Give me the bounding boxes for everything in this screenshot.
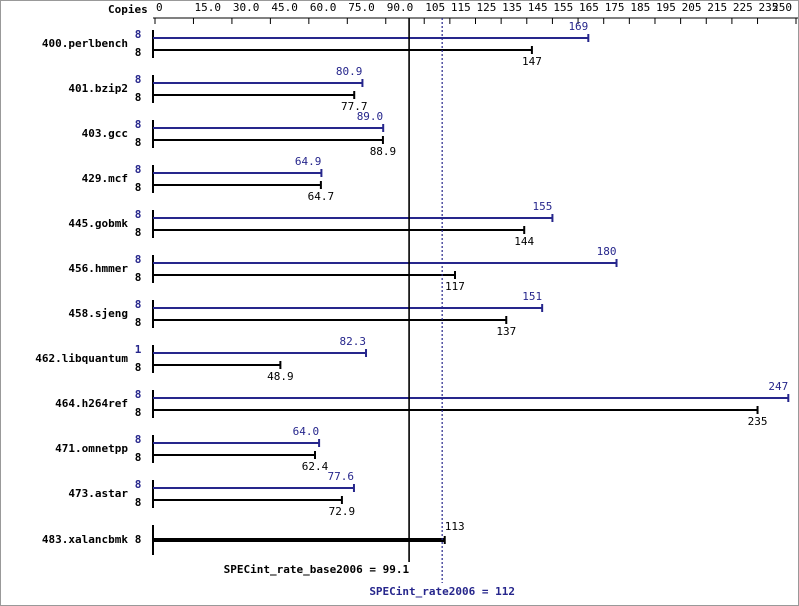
value-label: 137 (496, 325, 516, 338)
copies-label: 8 (135, 316, 142, 329)
x-tick-label: 105 (425, 1, 445, 14)
reference-label: SPECint_rate2006 = 112 (369, 585, 515, 598)
x-tick-label: 175 (605, 1, 625, 14)
category-label: 403.gcc (82, 127, 128, 140)
value-label: 155 (533, 200, 553, 213)
value-label: 72.9 (329, 505, 356, 518)
category-label: 483.xalancbmk (42, 533, 128, 546)
x-tick-label: 225 (733, 1, 753, 14)
category-label: 458.sjeng (68, 307, 128, 320)
copies-label: 8 (135, 433, 142, 446)
x-tick-label: 165 (579, 1, 599, 14)
category-label: 400.perlbench (42, 37, 128, 50)
copies-label: 8 (135, 136, 142, 149)
x-tick-label: 250 (772, 1, 792, 14)
value-label: 62.4 (302, 460, 329, 473)
category-label: 464.h264ref (55, 397, 128, 410)
copies-label: 8 (135, 181, 142, 194)
value-label: 144 (514, 235, 534, 248)
x-tick-label: 215 (707, 1, 727, 14)
copies-label: 8 (135, 73, 142, 86)
x-tick-label: 205 (682, 1, 702, 14)
value-label: 80.9 (336, 65, 363, 78)
category-label: 471.omnetpp (55, 442, 128, 455)
copies-label: 8 (135, 253, 142, 266)
value-label: 64.0 (293, 425, 320, 438)
copies-label: 1 (135, 343, 142, 356)
x-tick-label: 60.0 (310, 1, 337, 14)
x-tick-label: 155 (553, 1, 573, 14)
category-label: 473.astar (68, 487, 128, 500)
copies-label: 8 (135, 208, 142, 221)
x-tick-label: 45.0 (271, 1, 298, 14)
category-label: 456.hmmer (68, 262, 128, 275)
value-label: 147 (522, 55, 542, 68)
value-label: 169 (568, 20, 588, 33)
copies-label: 8 (135, 298, 142, 311)
x-tick-label: 135 (502, 1, 522, 14)
copies-label: 8 (135, 361, 142, 374)
copies-label: 8 (135, 226, 142, 239)
value-label: 64.7 (308, 190, 335, 203)
value-label: 48.9 (267, 370, 294, 383)
value-label: 89.0 (357, 110, 384, 123)
value-label: 117 (445, 280, 465, 293)
copies-label: 8 (135, 496, 142, 509)
category-label: 429.mcf (82, 172, 128, 185)
x-tick-label: 185 (630, 1, 650, 14)
copies-label: 8 (135, 533, 142, 546)
copies-label: 8 (135, 451, 142, 464)
value-label: 77.6 (327, 470, 354, 483)
copies-label: 8 (135, 28, 142, 41)
copies-label: 8 (135, 118, 142, 131)
x-tick-label: 145 (528, 1, 548, 14)
copies-label: 8 (135, 388, 142, 401)
value-label: 88.9 (370, 145, 397, 158)
value-label: 77.7 (341, 100, 368, 113)
reference-label: SPECint_rate_base2006 = 99.1 (224, 563, 410, 576)
value-label: 235 (748, 415, 768, 428)
x-tick-label: 0 (156, 1, 163, 14)
copies-label: 8 (135, 91, 142, 104)
copies-label: 8 (135, 478, 142, 491)
value-label: 64.9 (295, 155, 322, 168)
x-tick-label: 235 (759, 1, 779, 14)
x-tick-label: 115 (451, 1, 471, 14)
x-tick-label: 75.0 (348, 1, 375, 14)
value-label: 151 (522, 290, 542, 303)
category-label: 401.bzip2 (68, 82, 128, 95)
category-label: 462.libquantum (35, 352, 128, 365)
x-tick-label: 125 (477, 1, 497, 14)
x-tick-label: 15.0 (194, 1, 221, 14)
x-axis-label: Copies (108, 3, 148, 16)
copies-label: 8 (135, 46, 142, 59)
value-label: 82.3 (340, 335, 367, 348)
category-label: 445.gobmk (68, 217, 128, 230)
x-tick-label: 90.0 (387, 1, 414, 14)
copies-label: 8 (135, 163, 142, 176)
copies-label: 8 (135, 406, 142, 419)
value-label: 180 (597, 245, 617, 258)
copies-label: 8 (135, 271, 142, 284)
value-label: 113 (445, 520, 465, 533)
value-label: 247 (768, 380, 788, 393)
x-tick-label: 30.0 (233, 1, 259, 14)
x-tick-label: 195 (656, 1, 676, 14)
